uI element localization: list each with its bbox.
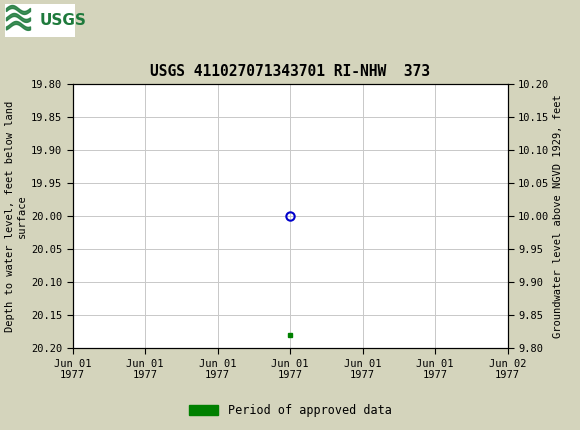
Y-axis label: Depth to water level, feet below land
surface: Depth to water level, feet below land su… xyxy=(5,101,27,332)
Y-axis label: Groundwater level above NGVD 1929, feet: Groundwater level above NGVD 1929, feet xyxy=(553,94,563,338)
Bar xyxy=(5,4,75,37)
Text: USGS: USGS xyxy=(40,13,87,28)
Legend: Period of approved data: Period of approved data xyxy=(184,399,396,422)
Title: USGS 411027071343701 RI-NHW  373: USGS 411027071343701 RI-NHW 373 xyxy=(150,64,430,79)
